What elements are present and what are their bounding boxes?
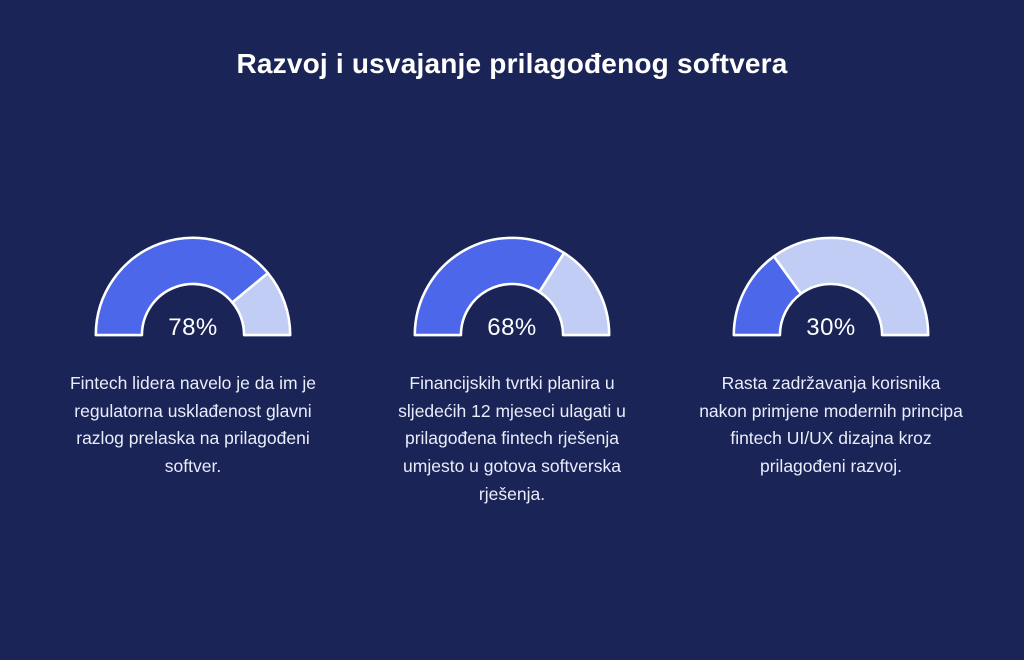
stat-card-regulatory: 78% Fintech lidera navelo je da im je re… — [41, 228, 346, 508]
stat-description: Fintech lidera navelo je da im je regula… — [69, 373, 317, 476]
gauge-value: 78% — [168, 314, 218, 341]
stats-row: 78% Fintech lidera navelo je da im je re… — [0, 228, 1024, 508]
stat-card-investment: 68% Financijskih tvrtki planira u sljede… — [360, 228, 665, 508]
stat-description: Financijskih tvrtki planira u sljedećih … — [398, 373, 626, 504]
gauge-value: 30% — [806, 314, 856, 341]
gauge-chart: 78% — [85, 228, 301, 341]
stat-description: Rasta zadržavanja korisnika nakon primje… — [699, 373, 963, 476]
gauge-arc — [413, 236, 611, 337]
page-title: Razvoj i usvajanje prilagođenog softvera — [236, 48, 788, 79]
gauge-chart: 68% — [404, 228, 620, 341]
gauge-arc — [94, 236, 292, 337]
stat-card-retention: 30% Rasta zadržavanja korisnika nakon pr… — [679, 228, 984, 508]
gauge-chart: 30% — [723, 228, 939, 341]
gauge-value: 68% — [487, 314, 537, 341]
gauge-arc — [732, 236, 930, 337]
